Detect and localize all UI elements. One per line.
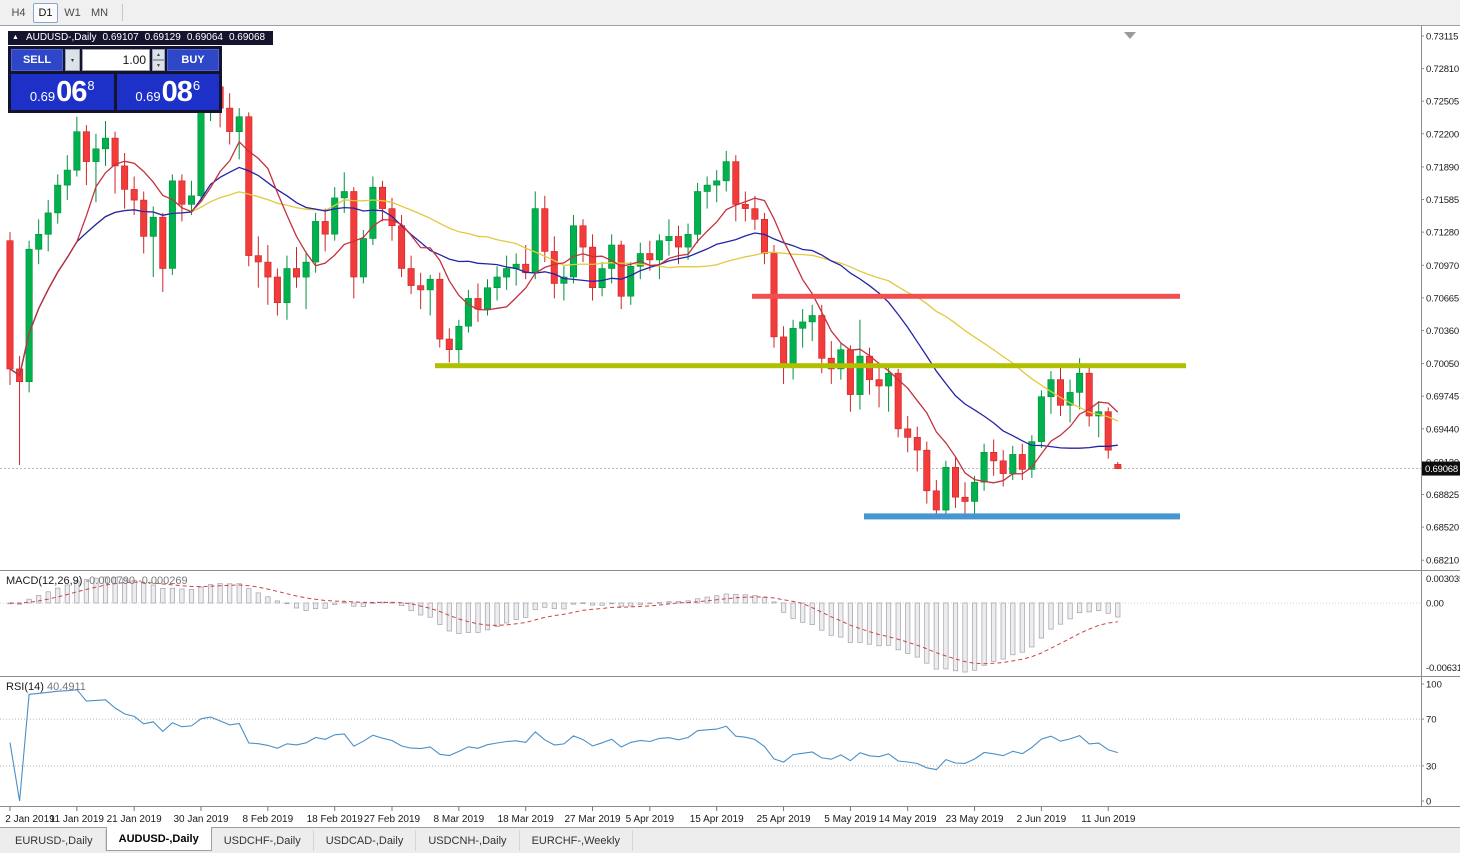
ma-slow-line (9, 191, 1119, 422)
svg-text:0.69745: 0.69745 (1426, 392, 1459, 403)
date-tick-label: 21 Jan 2019 (107, 814, 162, 825)
timeframe-button-d1[interactable]: D1 (33, 2, 58, 23)
tab-usdcad-daily[interactable]: USDCAD-,Daily (314, 830, 417, 851)
buy-price-sup: 6 (192, 78, 201, 93)
one-click-trading-panel: ▲ AUDUSD-,Daily 0.69107 0.69129 0.69064 … (8, 31, 274, 113)
macd-signal-line (9, 581, 1118, 665)
date-tick-label: 8 Feb 2019 (243, 814, 294, 825)
chart-tabs-bar: EURUSD-,Daily AUDUSD-,Daily USDCHF-,Daily U… (0, 827, 1460, 853)
quote-low: 0.69064 (186, 32, 223, 43)
date-tick-label: 27 Feb 2019 (364, 814, 421, 825)
trade-widget: SELL ▾ ▲ ▼ BUY 0.69 06 8 (8, 46, 222, 113)
date-tick-label: 15 Apr 2019 (690, 814, 744, 825)
date-tick-label: 11 Jun 2019 (1081, 814, 1136, 825)
date-tick-label: 23 May 2019 (946, 814, 1004, 825)
volume-decrease-button[interactable]: ▼ (152, 60, 165, 71)
quote-high: 0.69129 (144, 32, 181, 43)
svg-text:0.72200: 0.72200 (1426, 129, 1459, 140)
svg-text:0.68210: 0.68210 (1426, 556, 1459, 567)
svg-text:0.73115: 0.73115 (1426, 32, 1458, 43)
sell-button[interactable]: SELL (11, 49, 63, 71)
buy-price-base: 0.69 (135, 89, 161, 104)
macd-label: MACD(12,26,9) -0.000790 -0.000269 (6, 575, 188, 587)
svg-text:70: 70 (1426, 715, 1437, 726)
date-tick-label: 30 Jan 2019 (173, 814, 228, 825)
volume-field (82, 49, 150, 71)
date-tick-label: 14 May 2019 (879, 814, 937, 825)
volume-input[interactable] (83, 50, 149, 70)
volume-spinner: ▲ ▼ (152, 49, 165, 71)
tab-eurusd-daily[interactable]: EURUSD-,Daily (3, 830, 106, 851)
intermediate-line (435, 363, 1186, 369)
date-tick-label: 8 Mar 2019 (434, 814, 485, 825)
date-tick-label: 2 Jan 2019 (5, 814, 55, 825)
volume-increase-button[interactable]: ▲ (152, 49, 165, 60)
svg-text:0.00: 0.00 (1426, 599, 1444, 610)
chart-quote-header: ▲ AUDUSD-,Daily 0.69107 0.69129 0.69064 … (8, 31, 274, 45)
svg-text:100: 100 (1426, 680, 1442, 691)
svg-text:0.68825: 0.68825 (1426, 490, 1459, 501)
ma-fast-line (9, 140, 1119, 484)
date-tick-label: 5 Apr 2019 (626, 814, 675, 825)
sell-price-sup: 8 (87, 78, 95, 93)
svg-text:0.70360: 0.70360 (1426, 326, 1459, 337)
svg-text:0.68520: 0.68520 (1426, 523, 1459, 534)
current-price-tag (1422, 461, 1460, 476)
symbol-timeframe-label: AUDUSD-,Daily (25, 32, 97, 43)
sell-price-base: 0.69 (29, 89, 56, 104)
timeframe-button-mn[interactable]: MN (90, 6, 109, 19)
date-tick-label: 18 Mar 2019 (498, 814, 555, 825)
scroll-to-end-icon (1124, 32, 1136, 39)
support-line (864, 513, 1180, 520)
resistance-line (752, 293, 1180, 299)
svg-text:0.69440: 0.69440 (1426, 424, 1459, 435)
price-chart-canvas[interactable]: 0.73115 0.72810 0.72505 0.72200 0.71890 0.715… (0, 26, 1460, 827)
buy-button[interactable]: BUY (167, 49, 219, 71)
date-tick-label: 27 Mar 2019 (564, 814, 621, 825)
svg-text:0.70970: 0.70970 (1426, 261, 1459, 272)
rsi-label: RSI(14) 40.4911 (6, 681, 86, 693)
timeframe-button-h4[interactable]: H4 (11, 6, 26, 19)
svg-text:-0.006311: -0.006311 (1426, 663, 1460, 674)
quote-open: 0.69107 (102, 32, 139, 43)
collapse-panel-icon[interactable]: ▲ (12, 34, 19, 41)
date-tick-label: 2 Jun 2019 (1017, 814, 1067, 825)
svg-text:0.71280: 0.71280 (1426, 228, 1459, 239)
rsi-line (9, 689, 1118, 802)
buy-price-big: 08 (161, 75, 193, 108)
svg-text:0.72810: 0.72810 (1426, 64, 1459, 75)
svg-text:0.69068: 0.69068 (1425, 464, 1458, 475)
quote-close: 0.69068 (228, 32, 266, 43)
macd-histogram (7, 576, 1121, 673)
toolbar-separator (122, 4, 123, 21)
buy-price-display[interactable]: 0.69 08 6 (116, 74, 219, 110)
timeframe-button-w1[interactable]: W1 (64, 6, 81, 19)
sell-price-big: 06 (56, 75, 87, 108)
svg-text:0.70665: 0.70665 (1426, 293, 1459, 304)
timeframe-buttons: H4 D1 W1 MN (6, 2, 112, 23)
tab-eurchf-weekly[interactable]: EURCHF-,Weekly (520, 830, 633, 851)
date-tick-label: 25 Apr 2019 (757, 814, 811, 825)
ma-mid-line (9, 166, 1118, 449)
svg-text:0.72505: 0.72505 (1426, 97, 1459, 108)
tab-usdchf-daily[interactable]: USDCHF-,Daily (212, 830, 314, 851)
tab-usdcnh-daily[interactable]: USDCNH-,Daily (416, 830, 520, 851)
volume-dropdown-button[interactable]: ▾ (65, 49, 80, 71)
tab-audusd-daily[interactable]: AUDUSD-,Daily (105, 827, 212, 851)
sell-price-display[interactable]: 0.69 06 8 (11, 74, 114, 110)
date-tick-label: 18 Feb 2019 (307, 814, 364, 825)
svg-text:0.003035: 0.003035 (1426, 574, 1460, 585)
svg-text:30: 30 (1426, 761, 1437, 772)
timeframe-toolbar: H4 D1 W1 MN (0, 0, 1460, 26)
svg-text:0.71585: 0.71585 (1426, 195, 1459, 206)
chart-window[interactable]: 0.73115 0.72810 0.72505 0.72200 0.71890 0.715… (0, 26, 1460, 827)
svg-text:0: 0 (1426, 797, 1431, 808)
date-tick-label: 5 May 2019 (824, 814, 877, 825)
svg-text:0.71890: 0.71890 (1426, 162, 1459, 173)
date-tick-label: 11 Jan 2019 (50, 814, 105, 825)
svg-text:0.70050: 0.70050 (1426, 359, 1459, 370)
